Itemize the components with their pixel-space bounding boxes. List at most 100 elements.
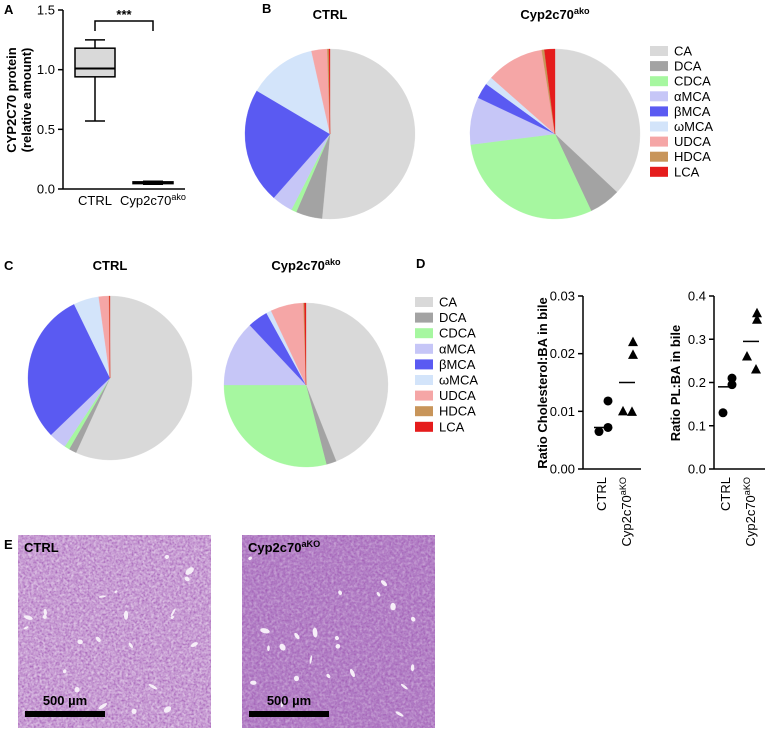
legend-label: ωMCA [674, 119, 713, 134]
pie-slice [470, 133, 592, 220]
vessel [395, 711, 404, 717]
vessel [400, 683, 408, 690]
vessel [185, 567, 194, 575]
legend-swatch [650, 46, 668, 56]
panel-label: D [416, 256, 425, 271]
legend-swatch [415, 312, 433, 323]
data-point [727, 373, 737, 383]
y-tick-label: 0.03 [550, 289, 575, 304]
legend-label: HDCA [439, 404, 476, 419]
legend-label: CDCA [674, 74, 711, 89]
y-tick-label: 0.2 [688, 375, 706, 390]
data-point [628, 336, 638, 347]
vessel [334, 635, 339, 641]
vessel [23, 626, 29, 630]
vessel [309, 655, 313, 665]
pie-slice [75, 295, 193, 461]
y-tick-label: 1.5 [37, 3, 55, 18]
y-tick-label: 0.0 [688, 462, 706, 477]
image-label: Cyp2c70aKO [248, 539, 320, 555]
legend-label: LCA [674, 164, 700, 179]
vessel [410, 664, 415, 672]
legend-swatch [415, 421, 433, 432]
scale-bar-label: 500 µm [267, 693, 311, 708]
x-tick-label: Cyp2c70aKO [618, 477, 634, 547]
x-tick-label-text: CTRL [718, 477, 733, 511]
legend-label: ωMCA [439, 373, 478, 388]
y-tick-label: 1.0 [37, 62, 55, 77]
pie-title-text: CTRL [93, 258, 128, 273]
vessel [95, 636, 101, 643]
y-tick-label: 0.5 [37, 122, 55, 137]
y-tick-label: 0.00 [550, 462, 575, 477]
data-point [727, 380, 737, 390]
vessel [170, 615, 174, 619]
legend-swatch [650, 91, 668, 102]
significance-bracket [94, 20, 154, 31]
vessel [77, 639, 83, 645]
y-tick-label: 0.01 [550, 404, 575, 419]
vessel [280, 699, 284, 708]
image-label: CTRL [24, 540, 59, 555]
vessel [250, 680, 257, 685]
vessel [248, 556, 253, 561]
vessel [114, 590, 118, 594]
box [74, 47, 116, 78]
legend-swatch [415, 297, 433, 307]
data-point [628, 349, 638, 359]
data-point [752, 307, 762, 318]
pie-slice [321, 48, 416, 220]
pie-title-text: Cyp2c70 [271, 258, 324, 273]
panel-label: A [4, 2, 14, 17]
pie-title-text: CTRL [313, 7, 348, 22]
x-tick-label-sup: ako [171, 192, 186, 202]
vessel [170, 608, 176, 617]
panel-label: C [4, 258, 14, 273]
vessel [267, 645, 270, 652]
image-label-sup: aKO [301, 539, 320, 549]
y-axis-label: CYP2C70 protein [4, 47, 19, 153]
panel-label: E [4, 537, 13, 552]
vessel [163, 706, 172, 713]
pie-slice [27, 304, 111, 436]
pie-slice [256, 50, 331, 135]
data-point [752, 314, 762, 324]
x-tick-label: CTRL [594, 477, 609, 511]
vessel [184, 576, 190, 582]
x-tick-label: CTRL [718, 477, 733, 511]
vessel [98, 595, 106, 598]
y-tick-label: 0.1 [688, 418, 706, 433]
x-tick-label-sup: aKO [618, 477, 628, 495]
y-axis-label: (relative amount) [19, 48, 34, 153]
vessel [294, 632, 300, 640]
vessel [62, 669, 67, 674]
legend-swatch [415, 359, 433, 370]
data-point [742, 351, 752, 361]
pie-slice [544, 48, 556, 135]
x-tick-label-text: Cyp2c70 [120, 193, 171, 208]
pie-slice [244, 90, 331, 198]
pie-slice [554, 48, 641, 193]
vessel [279, 643, 286, 651]
x-tick-label-text: CTRL [78, 193, 112, 208]
legend-swatch [650, 121, 668, 132]
legend-swatch [650, 76, 668, 87]
pie-slice [305, 302, 389, 462]
legend-label: LCA [439, 419, 465, 434]
legend-swatch [650, 106, 668, 117]
vessel [293, 675, 300, 682]
pie-title-text: Cyp2c70 [520, 7, 573, 22]
legend-label: αMCA [439, 341, 476, 356]
pie-slice [328, 48, 331, 135]
image-label-text: CTRL [24, 540, 59, 555]
x-tick-label: Cyp2c70aKO [742, 477, 758, 547]
vessel [190, 642, 198, 648]
pie-slice [304, 302, 307, 386]
y-axis-label: Ratio Cholesterol:BA in bile [535, 297, 550, 468]
x-tick-label: CTRL [78, 193, 112, 208]
vessel [148, 683, 158, 690]
legend-label: CA [674, 44, 692, 59]
legend-swatch [650, 166, 668, 177]
x-tick-label-text: Cyp2c70 [743, 495, 758, 546]
